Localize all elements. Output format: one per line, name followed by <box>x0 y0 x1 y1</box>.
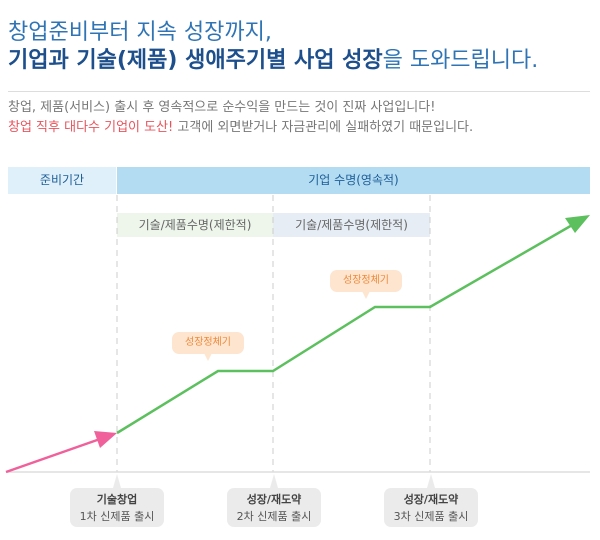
subtitle-rest: 고객에 외면받거나 자금관리에 실패하였기 때문입니다. <box>173 120 474 135</box>
milestone-title: 성장/재도약 <box>403 493 459 506</box>
company-life-header: 기업 수명(영속적) <box>117 167 590 194</box>
milestone-2: 성장/재도약 2차 신제품 출시 <box>227 474 321 527</box>
product-life-period-2: 기술/제품수명(제한적) <box>273 213 430 237</box>
growth-line <box>116 222 575 435</box>
milestone-3: 성장/재도약 3차 신제품 출시 <box>384 474 478 527</box>
milestone-desc: 2차 신제품 출시 <box>236 510 312 523</box>
subtitle-line-1: 창업, 제품(서비스) 출시 후 영속적으로 순수익을 만드는 것이 진짜 사업… <box>8 100 436 115</box>
milestone-desc: 1차 신제품 출시 <box>79 510 155 523</box>
prep-period-header: 준비기간 <box>8 167 116 194</box>
milestone-desc: 3차 신제품 출시 <box>393 510 469 523</box>
title-line-1: 창업준비부터 지속 성장까지, <box>8 20 272 45</box>
title-line-2: 기업과 기술(제품) 생애주기별 사업 성장을 도와드립니다. <box>8 42 538 74</box>
milestone-title: 기술창업 <box>96 493 138 506</box>
stagnation-callout-2: 성장정체기 <box>330 270 402 299</box>
prep-arrow-line <box>5 437 101 474</box>
product-life-period-1: 기술/제품수명(제한적) <box>117 213 273 237</box>
title-bold: 기업과 기술(제품) 생애주기별 사업 성장 <box>8 48 383 73</box>
stagnation-callout-1: 성장정체기 <box>172 332 244 361</box>
milestone-1: 기술창업 1차 신제품 출시 <box>70 474 164 527</box>
milestone-title: 성장/재도약 <box>246 493 302 506</box>
title-rest: 을 도와드립니다. <box>382 48 539 73</box>
growth-arrow-head <box>565 215 590 233</box>
subtitle-line-2: 창업 직후 대다수 기업이 도산! 고객에 외면받거나 자금관리에 실패하였기 … <box>8 116 473 135</box>
subtitle-highlight: 창업 직후 대다수 기업이 도산! <box>8 120 174 135</box>
prep-arrow-head <box>94 431 117 448</box>
divider <box>8 91 590 92</box>
